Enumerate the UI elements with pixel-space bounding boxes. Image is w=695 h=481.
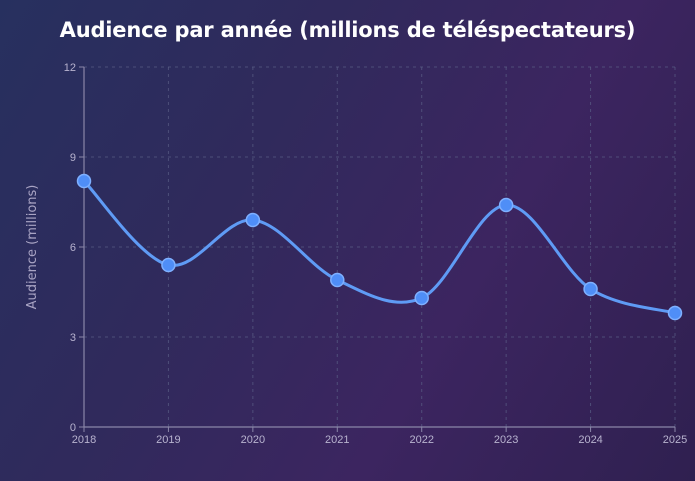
y-tick-label: 3 (70, 332, 76, 344)
y-axis-title: Audience (millions) (25, 185, 40, 310)
x-tick-label: 2021 (325, 434, 349, 446)
x-tick-label: 2023 (494, 434, 518, 446)
gridlines (84, 66, 676, 427)
tick-labels: 0 3 6 9 12 2018 2019 2020 2021 2022 2023 2024 2025 (64, 62, 687, 446)
y-tick-label: 9 (70, 152, 76, 164)
chart-title: Audience par année (millions de téléspec… (59, 18, 636, 42)
data-point-2019 (161, 257, 176, 273)
y-tick-label: 6 (70, 242, 76, 254)
data-point-2023 (498, 197, 514, 213)
data-point-2025 (667, 305, 683, 321)
data-point-2021 (330, 272, 345, 288)
y-tick-label: 0 (70, 422, 76, 434)
data-point-2020 (245, 212, 261, 228)
x-tick-label: 2019 (156, 434, 180, 446)
x-tick-label: 2020 (241, 434, 265, 446)
axes (79, 66, 676, 432)
x-tick-label: 2024 (578, 434, 602, 446)
x-tick-label: 2022 (409, 434, 433, 446)
y-tick-label: 12 (64, 62, 76, 74)
x-tick-label: 2018 (72, 434, 96, 446)
data-point-2018 (76, 173, 92, 189)
x-tick-label: 2025 (663, 434, 687, 446)
data-points (76, 173, 683, 321)
data-point-2022 (414, 290, 429, 306)
data-point-2024 (583, 281, 598, 297)
